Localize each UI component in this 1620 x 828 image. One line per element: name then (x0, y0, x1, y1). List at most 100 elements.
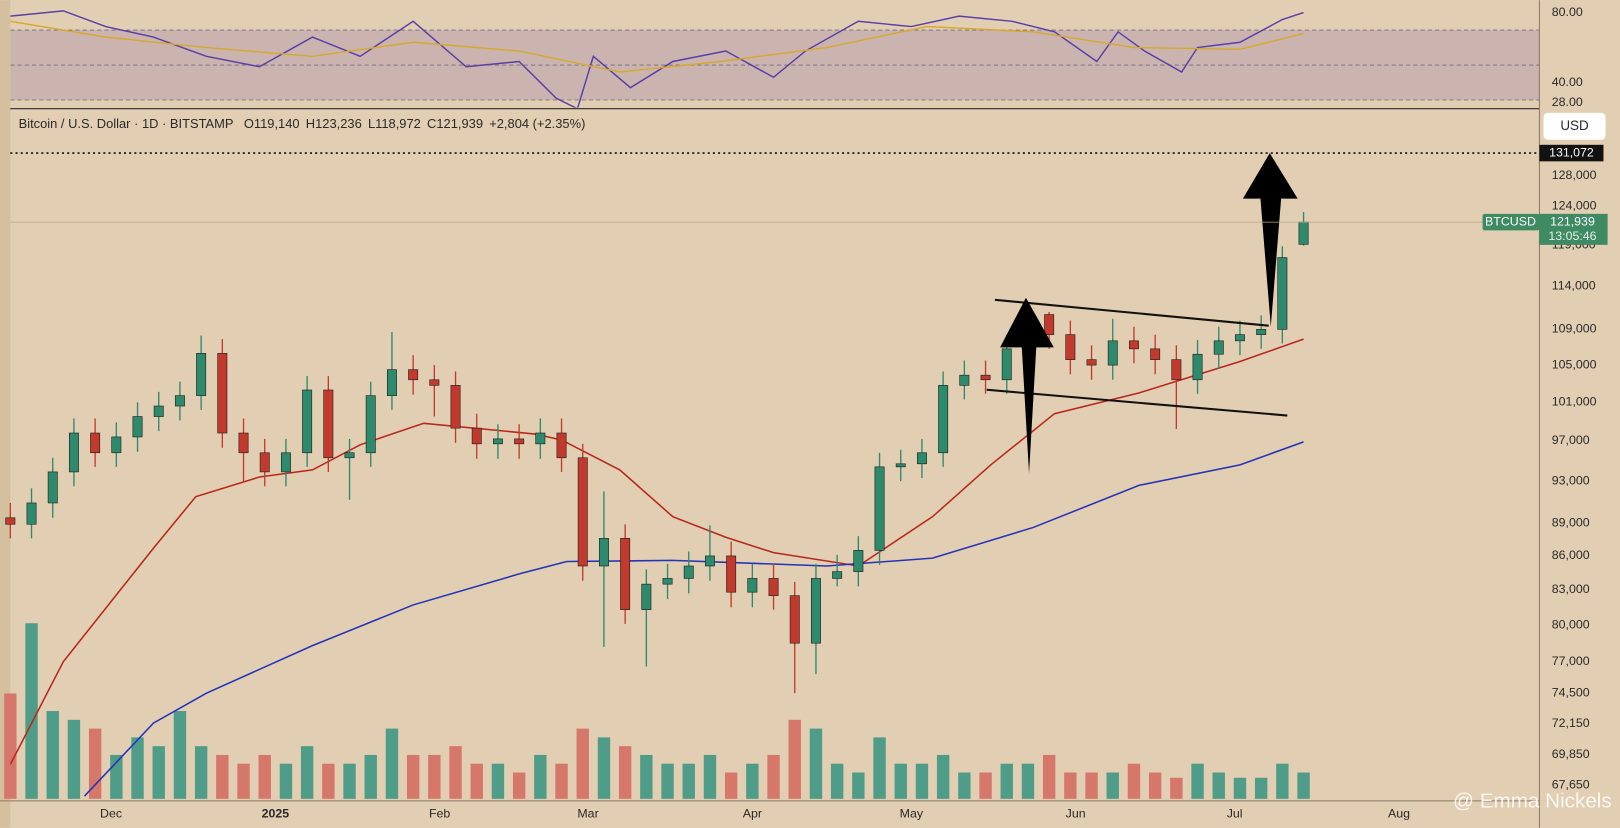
volume-bar (364, 754, 377, 799)
left-edge (0, 0, 11, 828)
volume-bar (152, 746, 165, 799)
x-tick-label: Aug (1388, 807, 1410, 821)
change-label: +2,804 (+2.35%) (489, 117, 585, 132)
volume-bar (131, 737, 144, 799)
volume-bar (1212, 772, 1225, 799)
volume-bar (1000, 763, 1013, 799)
volume-bar (1254, 777, 1268, 799)
high-label: H123,236 (306, 117, 362, 132)
candle-body (1107, 340, 1118, 366)
currency-button[interactable] (1543, 112, 1606, 140)
x-tick-label: Feb (429, 807, 450, 821)
moving-averages (10, 338, 1304, 797)
volume-bar (279, 763, 293, 799)
volume-bar (873, 737, 886, 799)
volume-bar (597, 737, 611, 799)
candle-body (1128, 340, 1139, 350)
candle-body (916, 452, 927, 465)
volume-bar (322, 763, 335, 799)
candle-body (874, 466, 885, 551)
x-tick-label: May (900, 807, 924, 821)
low-label: L118,972 (368, 117, 421, 132)
moving-average-line (10, 338, 1304, 765)
candle-body (26, 502, 37, 525)
candle-body (980, 374, 991, 381)
price-levels (10, 152, 1540, 223)
candle-body (1213, 340, 1224, 355)
symbol-tag (1482, 213, 1540, 231)
y-tick-label: 77,000 (1552, 654, 1590, 668)
currency-button-label[interactable]: USD (1560, 118, 1589, 133)
candle-body (153, 405, 164, 417)
candle-body (1298, 221, 1309, 245)
candle-body (577, 457, 588, 567)
candle-body (259, 452, 270, 473)
candle-body (429, 379, 440, 386)
annotations (986, 153, 1298, 474)
y-tick-label: 128,000 (1552, 168, 1597, 182)
candle-body (196, 353, 207, 396)
candle-body (450, 385, 461, 429)
volume-bar (216, 754, 229, 799)
close-label: C121,939 (427, 117, 483, 132)
volume-bar (1127, 763, 1141, 799)
candle-body (5, 517, 16, 525)
y-tick-label: 74,500 (1552, 685, 1590, 699)
candle-body (1171, 359, 1182, 381)
candle-body (704, 555, 715, 567)
rsi-band (10, 30, 1540, 100)
volume-bar (343, 763, 356, 799)
volume-bar (491, 763, 505, 799)
x-tick-label: Jul (1227, 807, 1243, 821)
candle-body (726, 555, 737, 593)
volume-bar (173, 711, 187, 799)
volume-bar (1042, 754, 1056, 799)
candle-body (789, 595, 800, 644)
candle-body (386, 369, 397, 396)
candle-body (556, 432, 567, 459)
rsi-tick-label: 40.00 (1552, 75, 1583, 89)
volume-bar (746, 763, 759, 799)
volume-bar (958, 772, 971, 799)
candle-body (662, 578, 673, 585)
candle-body (768, 578, 779, 596)
volume-bar (936, 754, 950, 799)
candle-body (111, 436, 122, 454)
candle-body (90, 432, 101, 454)
volume-bar (46, 711, 59, 799)
price-tag (1539, 213, 1608, 245)
trendline-upper (994, 298, 1269, 327)
x-tick-label: Dec (100, 807, 122, 821)
x-tick-label: Apr (743, 807, 762, 821)
x-tick-label: Mar (577, 807, 598, 821)
trendline-lower (986, 388, 1288, 417)
volume-bar (1085, 772, 1098, 799)
volume-bar (449, 746, 462, 799)
y-tick-label: 89,000 (1552, 515, 1590, 529)
x-tick-label: 2025 (262, 807, 290, 821)
volume-bar (915, 763, 929, 799)
volume-bar (1191, 763, 1204, 799)
volume-bar (1170, 777, 1183, 799)
candle-body (1277, 257, 1288, 330)
candle-body (217, 353, 228, 434)
y-tick-label: 80,000 (1552, 617, 1590, 631)
volume-bar (703, 754, 717, 799)
candle-body (959, 374, 970, 386)
candle-body (535, 432, 546, 445)
volume-bar (258, 754, 271, 799)
candle-body (1150, 348, 1161, 360)
y-tick-label: 114,000 (1552, 279, 1596, 293)
y-tick-label: 124,000 (1552, 198, 1597, 212)
candle-body (68, 432, 79, 473)
volume-bar (300, 746, 314, 799)
volume-bar (470, 763, 483, 799)
volume-bar (809, 728, 823, 799)
volume-bar (852, 772, 865, 799)
candle-body (344, 452, 355, 459)
candle-body (832, 571, 843, 579)
candle-body (302, 389, 313, 454)
candle-body (514, 438, 525, 445)
level-tag-label: 131,072 (1549, 145, 1594, 159)
